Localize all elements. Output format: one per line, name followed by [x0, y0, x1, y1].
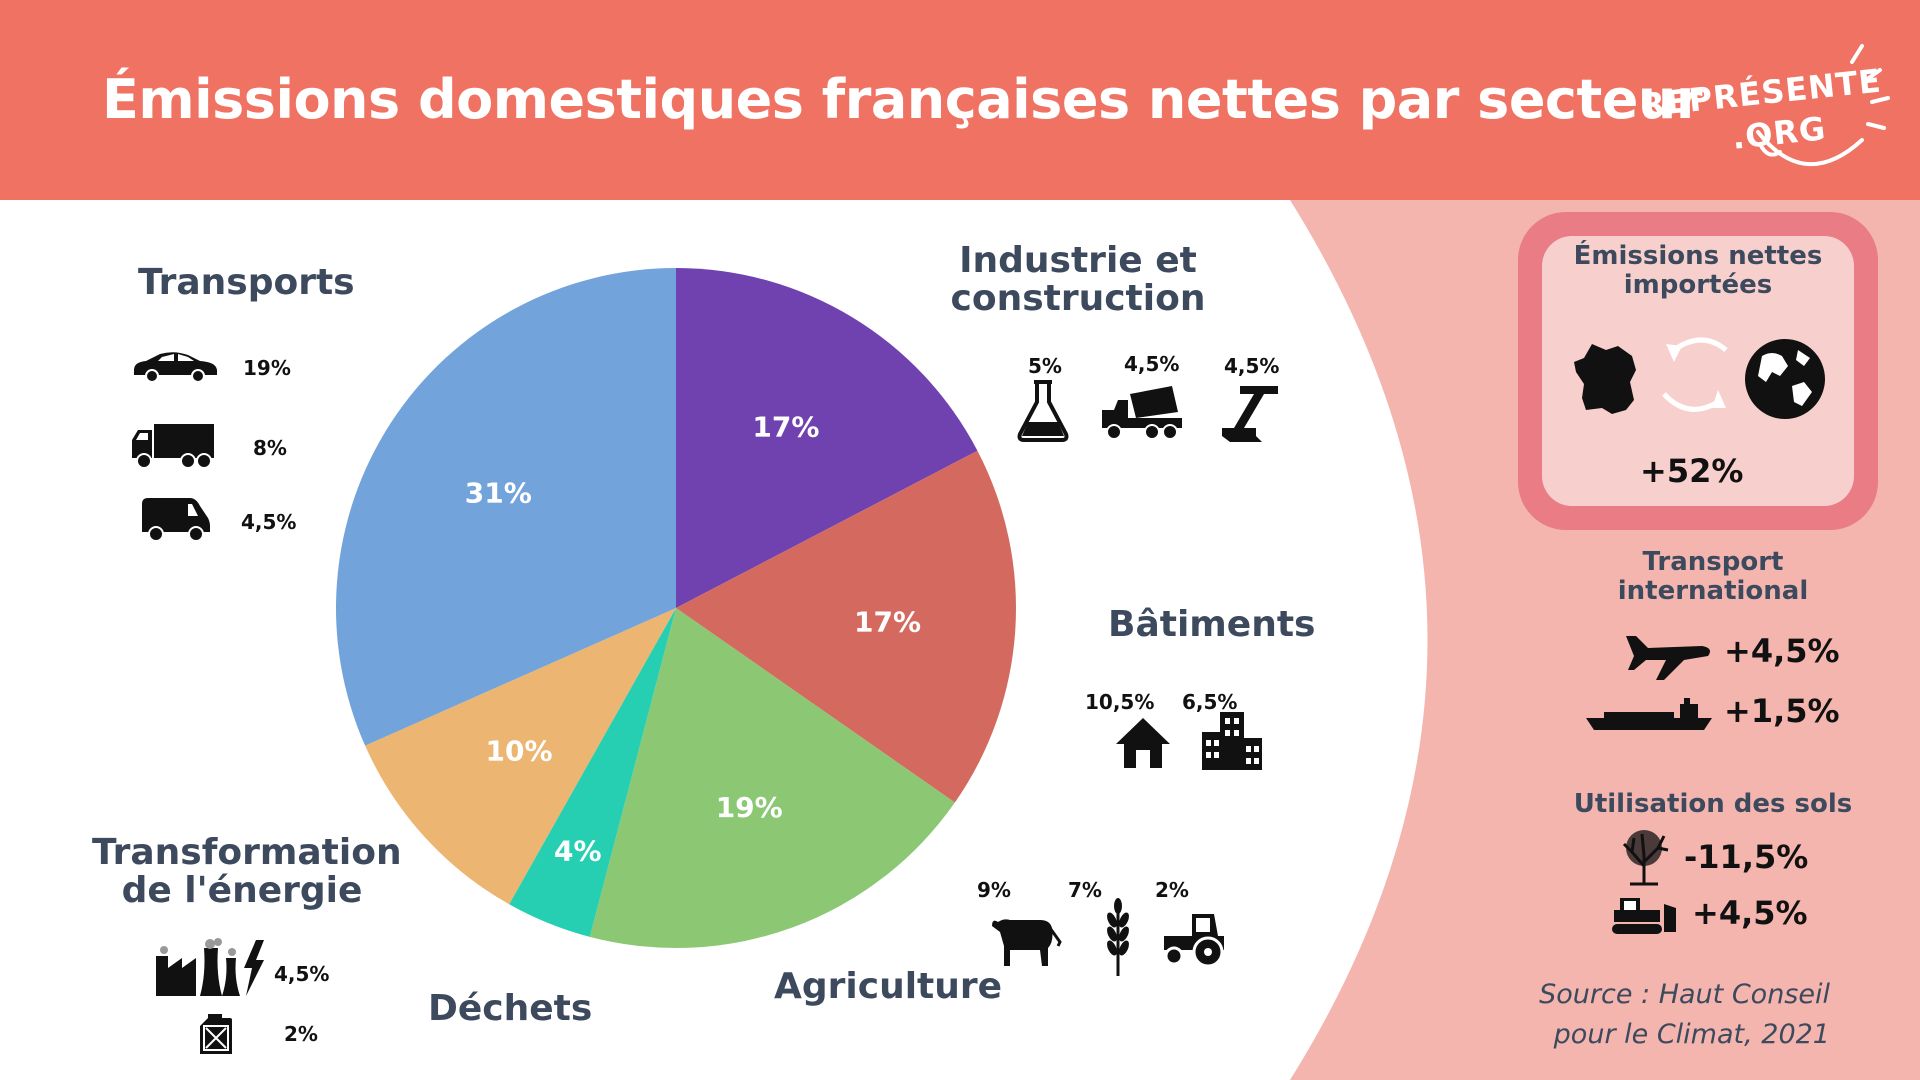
pie-slice-label-0: 17%	[752, 411, 819, 444]
transport-car-value: 19%	[243, 356, 291, 380]
van-icon	[142, 498, 210, 542]
truck-icon	[132, 424, 214, 469]
pie-slice-1	[676, 450, 1017, 803]
flask-icon	[1017, 380, 1069, 442]
house-icon	[1116, 718, 1170, 768]
pie-slice-3	[509, 608, 676, 937]
imported-value: +52%	[1640, 452, 1744, 490]
transport-international-title: Transport international	[1568, 548, 1858, 606]
sector-title-energie: Transformation de l'énergie	[92, 832, 402, 911]
pie-slice-5	[335, 268, 676, 746]
energie-production-value: 4,5%	[274, 962, 330, 986]
agriculture-machinery-value: 2%	[1155, 878, 1189, 902]
industrie-chemistry-value: 5%	[1028, 354, 1062, 378]
fuel-can-icon	[200, 1014, 232, 1054]
imported-title-line1: Émissions nettes	[1573, 241, 1823, 271]
wheat-icon	[1107, 898, 1129, 976]
industrie-steel-value: 4,5%	[1224, 354, 1280, 378]
aviation-value: +4,5%	[1724, 632, 1840, 670]
power-plant-icon	[156, 938, 264, 996]
land-artificial-value: +4,5%	[1692, 894, 1808, 932]
pie-slice-4	[365, 608, 676, 905]
cow-icon	[992, 919, 1062, 966]
sector-title-agriculture: Agriculture	[774, 966, 1003, 1007]
transport-van-value: 4,5%	[241, 510, 297, 534]
office-building-icon	[1202, 712, 1262, 770]
batiments-residential-value: 10,5%	[1085, 690, 1155, 714]
car-icon	[134, 352, 217, 383]
sector-title-batiments: Bâtiments	[1108, 604, 1316, 645]
agriculture-crops-value: 7%	[1068, 878, 1102, 902]
cement-mixer-icon	[1102, 386, 1182, 440]
forest-value: -11,5%	[1684, 838, 1809, 876]
steel-beam-icon	[1222, 386, 1278, 442]
agriculture-livestock-value: 9%	[977, 878, 1011, 902]
source-line2: pour le Climat, 2021	[1553, 1019, 1830, 1050]
tree-icon	[1622, 830, 1669, 886]
representer-logo: REPRÉSENTE .ORG	[1639, 22, 1890, 182]
source-line1: Source : Haut Conseil	[1539, 979, 1830, 1010]
industrie-cement-value: 4,5%	[1124, 352, 1180, 376]
pie-slice-label-3: 4%	[554, 835, 602, 868]
header-banner: Émissions domestiques françaises nettes …	[0, 0, 1920, 200]
page-title: Émissions domestiques françaises nettes …	[102, 68, 1702, 131]
pie-slice-label-1: 17%	[854, 606, 921, 639]
exchange-arrows-icon	[1662, 337, 1728, 412]
maritime-value: +1,5%	[1724, 692, 1840, 730]
energie-other-value: 2%	[284, 1022, 318, 1046]
logo-sun-rays-icon	[1756, 44, 1890, 166]
sector-title-energie-line2: de l'énergie	[121, 870, 363, 911]
sector-title-dechets: Déchets	[428, 988, 593, 1029]
sector-title-energie-line1: Transformation	[92, 832, 402, 873]
pie-slice-0	[676, 268, 978, 608]
cargo-ship-icon	[1586, 698, 1712, 730]
airplane-icon	[1626, 636, 1710, 680]
globe-icon	[1745, 339, 1825, 419]
source-citation: Source : Haut Conseil pour le Climat, 20…	[1530, 975, 1830, 1055]
pie-slice-label-5: 31%	[465, 476, 532, 509]
transport-truck-value: 8%	[253, 436, 287, 460]
france-map-icon	[1574, 344, 1636, 414]
pie-slice-label-2: 19%	[716, 791, 783, 824]
sector-title-industrie-line1: Industrie et	[959, 240, 1197, 281]
sector-title-transports: Transports	[138, 262, 355, 303]
land-use-title: Utilisation des sols	[1573, 789, 1853, 819]
pie-chart: 17% 17% 19% 4% 10% 31%	[335, 268, 1017, 948]
sector-title-industrie-line2: construction	[950, 278, 1206, 319]
pie-slice-label-4: 10%	[486, 735, 553, 768]
bulldozer-icon	[1612, 898, 1676, 934]
transport-international-line2: international	[1617, 576, 1809, 606]
batiments-tertiary-value: 6,5%	[1182, 690, 1238, 714]
tractor-icon	[1164, 914, 1224, 968]
transport-international-line1: Transport	[1642, 547, 1784, 577]
imported-title-line2: importées	[1623, 270, 1773, 300]
sector-title-industrie: Industrie et construction	[948, 242, 1208, 318]
imported-emissions-title: Émissions nettes importées	[1518, 242, 1878, 300]
pie-slice-2	[589, 608, 955, 948]
